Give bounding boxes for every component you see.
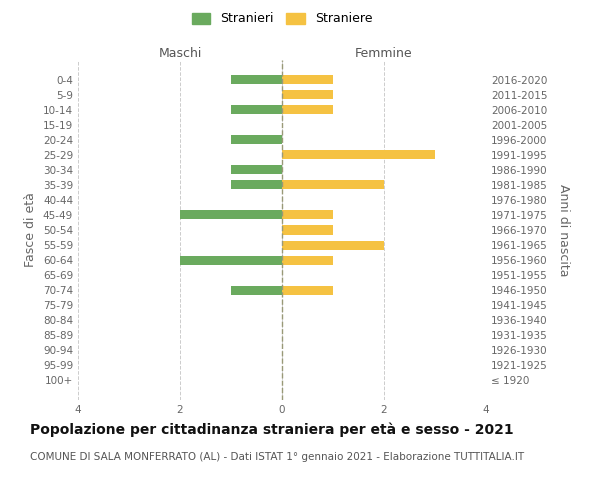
Y-axis label: Anni di nascita: Anni di nascita [557,184,570,276]
Text: Popolazione per cittadinanza straniera per età e sesso - 2021: Popolazione per cittadinanza straniera p… [30,422,514,437]
Bar [180,210,282,220]
Y-axis label: Fasce di età: Fasce di età [25,192,37,268]
Bar [282,256,333,264]
Legend: Stranieri, Straniere: Stranieri, Straniere [188,8,376,29]
Bar [231,76,282,84]
Bar [282,90,333,100]
Text: Femmine: Femmine [355,48,413,60]
Bar [231,180,282,190]
Bar [282,106,333,114]
Bar [282,150,435,160]
Bar [180,256,282,264]
Text: Maschi: Maschi [158,48,202,60]
Bar [231,286,282,294]
Bar [282,226,333,234]
Bar [282,286,333,294]
Bar [231,136,282,144]
Text: COMUNE DI SALA MONFERRATO (AL) - Dati ISTAT 1° gennaio 2021 - Elaborazione TUTTI: COMUNE DI SALA MONFERRATO (AL) - Dati IS… [30,452,524,462]
Bar [282,240,384,250]
Bar [282,210,333,220]
Bar [282,76,333,84]
Bar [282,180,384,190]
Bar [231,106,282,114]
Bar [231,166,282,174]
